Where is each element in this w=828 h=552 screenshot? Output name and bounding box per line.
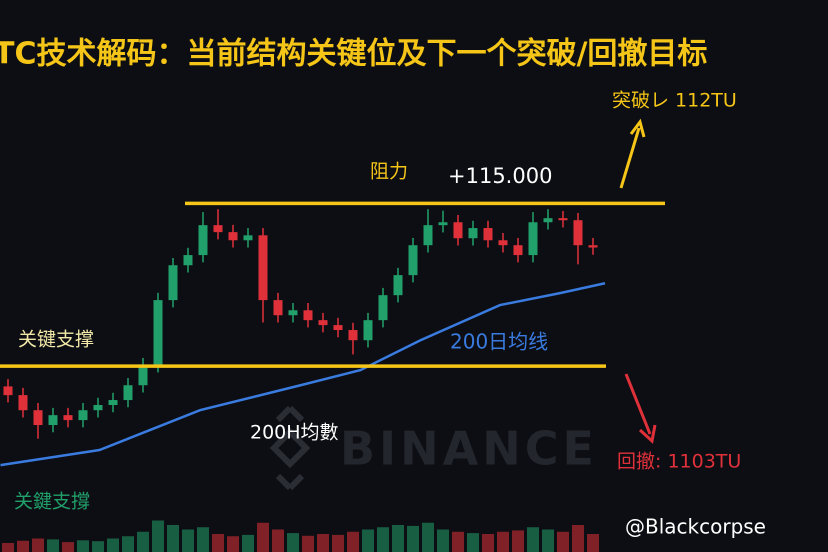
candle-body: [33, 410, 43, 426]
volume-bar: [272, 529, 284, 552]
candle-body: [513, 245, 523, 256]
candle-body: [213, 225, 223, 233]
candle-body: [123, 385, 133, 401]
candle-body: [348, 330, 358, 341]
pullback-label: 回撤: 1103TU: [617, 451, 741, 473]
candle-body: [318, 320, 328, 326]
candle-body: [198, 225, 208, 256]
volume-bar: [2, 543, 14, 552]
volume-bar: [392, 525, 404, 552]
volume-bar: [512, 530, 524, 552]
volume-bar: [572, 525, 584, 552]
volume-bar: [587, 534, 599, 552]
candle-body: [243, 235, 253, 241]
candle-body: [453, 222, 463, 239]
resistance-value: +115.000: [448, 164, 552, 188]
volume-bar: [452, 531, 464, 552]
volume-bar: [242, 534, 254, 552]
candle-body: [3, 386, 13, 396]
volume-bar: [92, 541, 104, 552]
candle-body: [138, 365, 148, 386]
volume-bar: [317, 534, 329, 552]
volume-bar: [437, 529, 449, 552]
volume-bar: [497, 531, 509, 552]
chart-title: TC技术解码：当前结构关键位及下一个突破/回撤目标: [0, 37, 707, 72]
volume-bar: [17, 540, 29, 552]
candle-body: [168, 265, 178, 301]
volume-bar: [527, 527, 539, 552]
volume-bar: [197, 527, 209, 552]
watermark: BINANCE: [340, 422, 598, 476]
volume-bar: [257, 522, 269, 552]
candle-body: [408, 245, 418, 276]
volume-bar: [542, 529, 554, 552]
volume-bar: [62, 542, 74, 552]
candle-body: [78, 410, 88, 421]
candle-body: [303, 310, 313, 321]
candle-body: [588, 245, 598, 248]
volume-bar: [287, 533, 299, 552]
candle-body: [288, 310, 298, 316]
pullback-arrow: [624, 373, 657, 444]
volume-bar: [77, 540, 89, 552]
candle-body: [558, 218, 568, 221]
volume-bar: [377, 527, 389, 552]
candle-body: [48, 415, 58, 426]
volume-bar: [332, 534, 344, 552]
volume-bar: [167, 525, 179, 552]
volume-bar: [182, 529, 194, 552]
volume-bar: [557, 531, 569, 552]
candle-body: [258, 235, 268, 301]
candle-body: [498, 240, 508, 246]
plot-area: [0, 201, 665, 552]
volume-bar: [227, 536, 239, 552]
moving-average-line: [0, 282, 606, 467]
volume-bar: [137, 531, 149, 552]
volume-bar: [32, 538, 44, 552]
volume-bar: [407, 525, 419, 552]
candle-body: [108, 400, 118, 405]
support-name: 关键支撑: [18, 329, 94, 351]
candle-body: [438, 222, 448, 226]
volume-bar: [47, 539, 59, 552]
ma-label: 200日均线: [450, 330, 548, 354]
candle-body: [18, 395, 28, 411]
support-note: 关鍵支撐: [14, 491, 90, 513]
candle-body: [153, 300, 163, 366]
volume-bar: [482, 534, 494, 552]
candle-body: [483, 228, 493, 241]
candle-body: [573, 220, 583, 246]
candle-body: [228, 232, 238, 241]
volume-bar: [347, 531, 359, 552]
handle: @Blackcorpse: [625, 515, 766, 539]
candle-body: [378, 295, 388, 321]
candle-body: [273, 300, 283, 316]
volume-bar: [362, 529, 374, 552]
candle-body: [63, 415, 73, 421]
volume-bar: [422, 522, 434, 552]
volume-bar: [122, 536, 134, 552]
candle-body: [393, 275, 403, 296]
candle-body: [333, 325, 343, 331]
candle-body: [468, 228, 478, 239]
watermark-logo: [269, 405, 311, 491]
volume-bar: [302, 535, 314, 552]
volume-bar: [107, 538, 119, 552]
resistance-name: 阻力: [370, 161, 408, 183]
volume-bar: [467, 533, 479, 552]
candle-body: [183, 255, 193, 266]
breakout-arrow: [619, 118, 646, 189]
candle-body: [363, 320, 373, 341]
candle-body: [93, 404, 103, 411]
candle-body: [423, 225, 433, 246]
ma-note: 200H均數: [250, 422, 339, 444]
candle-body: [528, 222, 538, 256]
volume-bar: [212, 534, 224, 552]
candle-body: [543, 218, 553, 223]
volume-bar: [152, 520, 164, 552]
breakout-label: 突破レ 112TU: [612, 90, 737, 112]
